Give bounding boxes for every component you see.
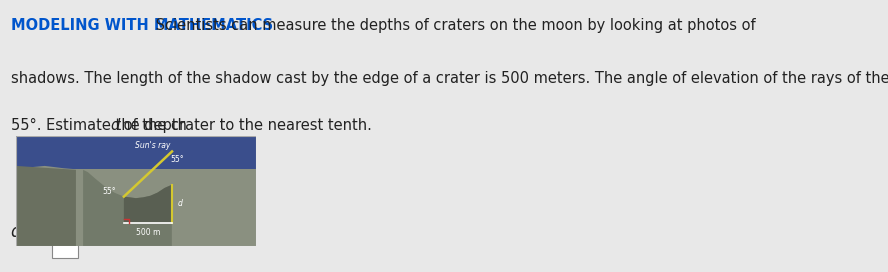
Text: d: d: [11, 223, 21, 241]
Text: shadows. The length of the shadow cast by the edge of a crater is 500 meters. Th: shadows. The length of the shadow cast b…: [11, 71, 888, 86]
Text: 55°: 55°: [170, 155, 185, 164]
Text: Sun's ray: Sun's ray: [135, 141, 170, 150]
Text: of the crater to the nearest tenth.: of the crater to the nearest tenth.: [119, 118, 372, 133]
Polygon shape: [16, 166, 75, 246]
Polygon shape: [16, 136, 256, 169]
Text: 55°: 55°: [103, 187, 116, 196]
Text: m: m: [85, 223, 101, 241]
Polygon shape: [83, 170, 172, 246]
Text: 500 m: 500 m: [136, 228, 160, 237]
Bar: [52, 226, 78, 258]
Text: d: d: [178, 199, 183, 208]
Polygon shape: [16, 169, 256, 246]
Text: 55°. Estimate the depth: 55°. Estimate the depth: [11, 118, 191, 133]
Text: ≈: ≈: [21, 223, 45, 241]
Polygon shape: [123, 185, 172, 222]
Text: MODELING WITH MATHEMATICS: MODELING WITH MATHEMATICS: [11, 18, 273, 33]
Text: d: d: [110, 118, 119, 133]
Text: Scientists can measure the depths of craters on the moon by looking at photos of: Scientists can measure the depths of cra…: [151, 18, 756, 33]
Polygon shape: [16, 166, 256, 246]
